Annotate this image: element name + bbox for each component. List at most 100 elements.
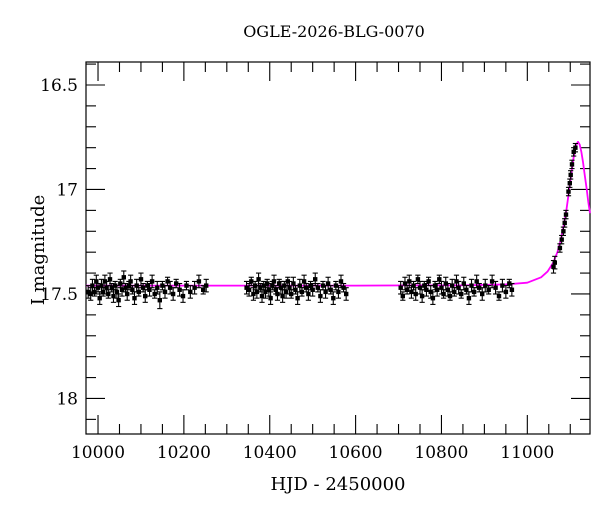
plot-frame-group bbox=[85, 61, 591, 435]
data-point bbox=[244, 285, 249, 290]
data-point bbox=[493, 285, 498, 290]
data-point bbox=[271, 279, 277, 284]
data-point bbox=[291, 281, 296, 286]
data-point bbox=[94, 279, 99, 284]
data-point bbox=[402, 281, 408, 286]
x-tick-label: 10200 bbox=[157, 443, 211, 463]
data-point bbox=[155, 285, 160, 290]
data-point bbox=[258, 285, 263, 290]
data-point bbox=[259, 293, 265, 299]
data-point bbox=[92, 289, 97, 295]
data-point bbox=[568, 172, 573, 178]
data-point bbox=[283, 289, 289, 295]
data-points-group bbox=[85, 142, 579, 310]
data-point bbox=[99, 283, 104, 288]
data-point bbox=[483, 283, 488, 288]
plot-title: OGLE-2026-BLG-0070 bbox=[243, 22, 425, 41]
y-axis-label: I magnitude bbox=[28, 195, 49, 306]
data-point bbox=[441, 291, 446, 297]
data-point bbox=[246, 287, 252, 292]
data-point bbox=[128, 279, 133, 284]
data-point bbox=[557, 245, 563, 251]
y-tick-label: 18 bbox=[56, 389, 78, 409]
data-point bbox=[411, 283, 416, 288]
data-point bbox=[180, 293, 186, 299]
data-point bbox=[104, 285, 109, 290]
data-point bbox=[562, 220, 567, 226]
data-point bbox=[147, 287, 152, 292]
data-point bbox=[566, 189, 571, 194]
model-curve bbox=[86, 140, 591, 287]
data-point bbox=[407, 279, 412, 284]
data-point bbox=[97, 296, 102, 301]
data-point bbox=[452, 289, 457, 295]
y-tick-label: 17.5 bbox=[40, 285, 78, 305]
axis-ticks-group: 10000 10200 10400 10600 10800 11000 16.5 17 17.5… bbox=[40, 62, 590, 463]
x-tick-label: 10400 bbox=[243, 443, 297, 463]
data-point bbox=[266, 287, 272, 292]
data-point bbox=[503, 289, 509, 295]
data-point bbox=[509, 287, 515, 292]
data-point bbox=[249, 279, 254, 284]
data-point bbox=[157, 298, 162, 303]
data-point bbox=[323, 289, 328, 295]
plot-frame bbox=[85, 61, 591, 435]
data-point bbox=[106, 291, 111, 297]
data-point bbox=[450, 283, 455, 288]
data-point bbox=[496, 293, 502, 299]
data-point bbox=[297, 283, 302, 288]
data-point bbox=[132, 296, 137, 301]
data-point bbox=[489, 279, 495, 284]
data-point bbox=[331, 296, 336, 301]
data-point bbox=[400, 293, 405, 299]
data-point bbox=[477, 285, 482, 290]
data-point bbox=[125, 291, 130, 297]
data-point bbox=[328, 287, 333, 292]
data-point bbox=[336, 289, 341, 295]
data-point bbox=[315, 285, 320, 290]
data-point bbox=[95, 285, 101, 290]
data-point bbox=[430, 296, 436, 301]
data-point bbox=[404, 287, 410, 292]
data-point bbox=[256, 277, 261, 282]
data-point bbox=[419, 293, 425, 299]
data-point bbox=[306, 291, 311, 297]
data-point bbox=[461, 281, 466, 286]
data-point bbox=[567, 181, 572, 186]
data-point bbox=[338, 279, 344, 284]
data-point bbox=[417, 285, 423, 290]
data-point bbox=[136, 289, 141, 295]
data-point bbox=[325, 281, 331, 286]
data-point bbox=[140, 285, 146, 290]
data-point bbox=[263, 289, 268, 295]
data-point bbox=[432, 283, 438, 288]
data-point bbox=[85, 289, 91, 295]
data-point bbox=[310, 287, 315, 292]
data-point bbox=[415, 277, 421, 282]
x-axis-label: HJD - 2450000 bbox=[270, 474, 405, 495]
data-point bbox=[273, 287, 278, 292]
data-point bbox=[466, 296, 472, 301]
data-point bbox=[143, 293, 148, 299]
data-point bbox=[561, 229, 566, 234]
data-point bbox=[192, 285, 197, 290]
data-point bbox=[318, 293, 323, 299]
data-point bbox=[573, 145, 578, 150]
data-point bbox=[301, 279, 307, 284]
data-point bbox=[563, 212, 569, 217]
data-point bbox=[126, 283, 132, 288]
data-point bbox=[559, 237, 564, 242]
data-point bbox=[469, 283, 474, 288]
data-point bbox=[447, 293, 453, 299]
data-point bbox=[204, 283, 209, 288]
data-point bbox=[188, 289, 193, 295]
x-tick-label: 11000 bbox=[500, 443, 554, 463]
data-point bbox=[471, 289, 477, 295]
data-point bbox=[409, 289, 414, 295]
data-point bbox=[251, 291, 256, 297]
data-point bbox=[277, 281, 282, 286]
data-point bbox=[459, 291, 464, 297]
data-point bbox=[280, 293, 285, 299]
data-point bbox=[289, 291, 294, 297]
data-point bbox=[184, 283, 189, 288]
